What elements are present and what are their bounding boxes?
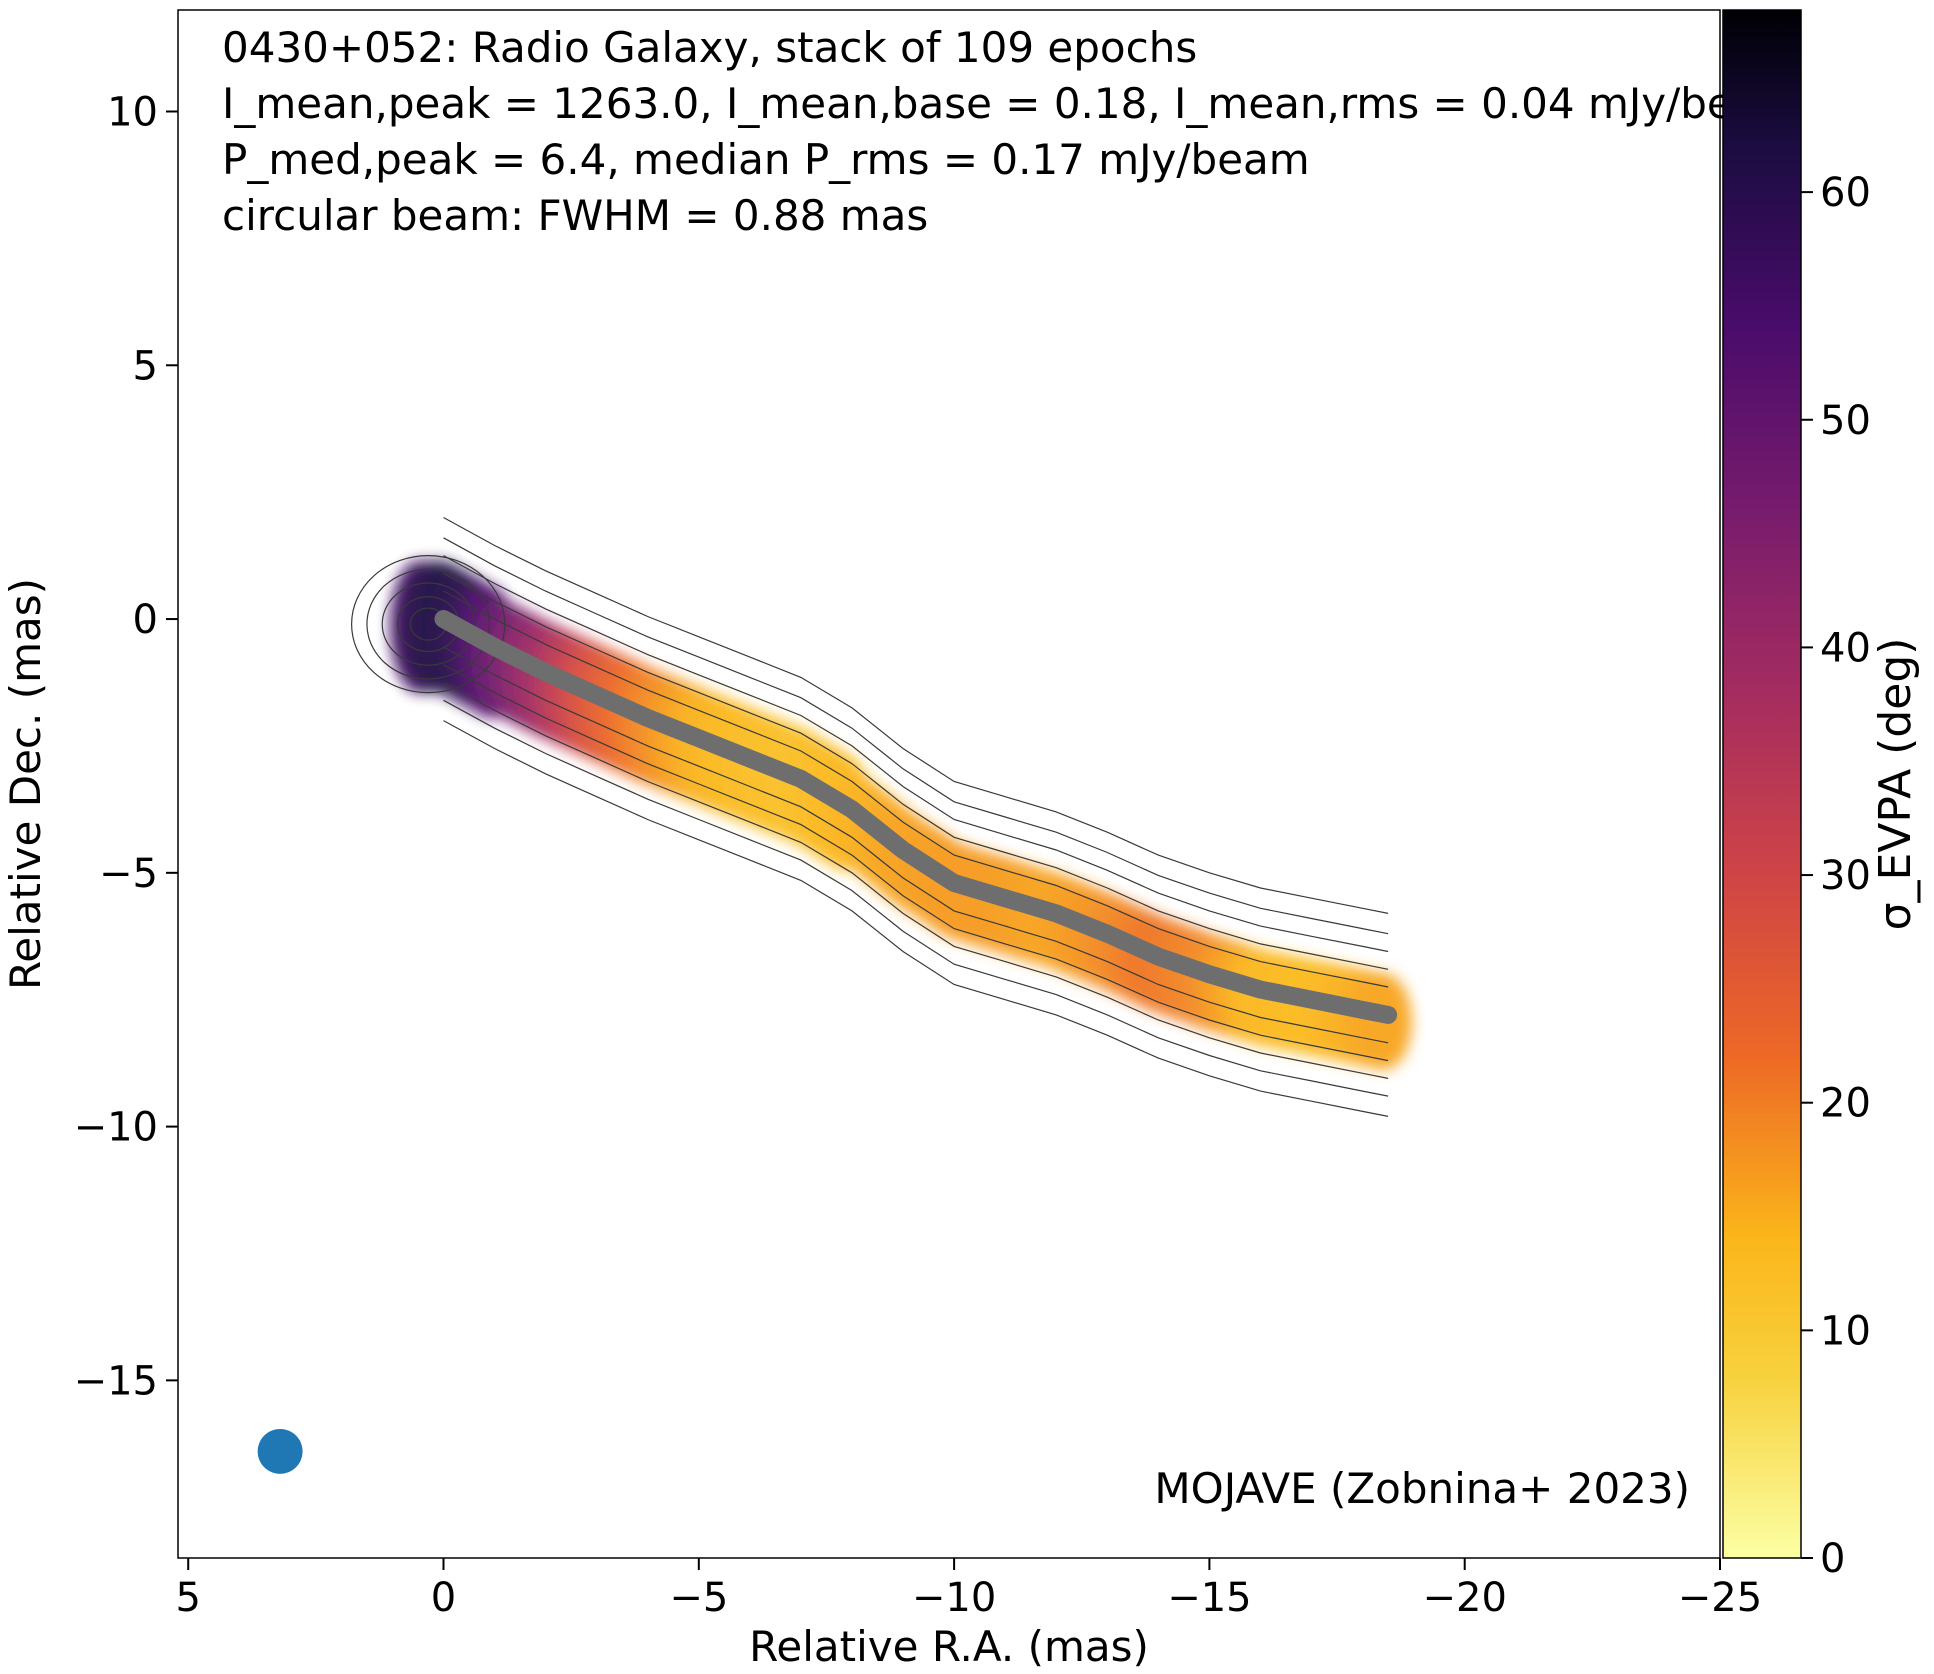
x-axis-label: Relative R.A. (mas) [749,1622,1149,1671]
x-tick-label: −5 [669,1575,728,1621]
header-line-2: I_mean,peak = 1263.0, I_mean,base = 0.18… [222,79,1799,128]
header-line-4: circular beam: FWHM = 0.88 mas [222,191,928,240]
ridge-line [434,610,1398,1024]
y-tick-label: 5 [133,343,158,389]
beam-layer [257,1428,303,1474]
intensity-contour [443,590,1389,988]
colorbar-tick-label: 0 [1820,1536,1845,1582]
x-tick-label: −15 [1167,1575,1251,1621]
colorbar-tick-label: 30 [1820,853,1871,899]
colorbar [1722,9,1802,1559]
colorbar-tick-label: 40 [1820,625,1871,671]
x-tick-label: −20 [1422,1575,1506,1621]
y-tick-label: −5 [99,851,158,897]
core-contour [351,555,506,694]
beam-marker [257,1428,303,1474]
y-tick-label: 10 [107,90,158,136]
intensity-contour [443,720,1389,1117]
header-text: 0430+052: Radio Galaxy, stack of 109 epo… [222,23,1799,240]
y-tick-label: 0 [133,597,158,643]
colorbar-label: σ_EVPA (deg) [1870,638,1921,931]
x-tick-label: 5 [175,1575,200,1621]
colorbar-tick-label: 50 [1820,398,1871,444]
intensity-contour [443,516,1389,914]
intensity-contours [351,516,1389,1117]
x-tick-label: −10 [912,1575,996,1621]
plot-frame [177,9,1721,1559]
x-tick-label: 0 [431,1575,456,1621]
plot-area [178,10,1720,1558]
credit-label: MOJAVE (Zobnina+ 2023) [1154,1464,1690,1513]
x-axis: 5 0 −5 −10 −15 −20 −25 [175,1558,1762,1621]
core-contour [381,582,475,666]
intensity-contour [443,681,1389,1079]
x-tick-label: −25 [1678,1575,1762,1621]
header-line-1: 0430+052: Radio Galaxy, stack of 109 epo… [222,23,1197,72]
intensity-contour [443,664,1389,1062]
header-line-3: P_med,peak = 6.4, median P_rms = 0.17 mJ… [222,135,1310,184]
y-axis: 10 5 0 −5 −10 −15 [74,90,178,1404]
core-contour [366,568,491,680]
colorbar-ticks: 0 10 20 30 40 50 60 [1801,170,1871,1582]
colorbar-tick-label: 10 [1820,1308,1871,1354]
y-tick-label: −10 [74,1105,158,1151]
colorbar-tick-label: 20 [1820,1081,1871,1127]
ridge-line-layer [434,610,1398,1024]
y-tick-label: −15 [74,1358,158,1404]
intensity-contour [443,537,1389,935]
intensity-contour [443,699,1389,1097]
intensity-contour [443,572,1389,970]
y-axis-label: Relative Dec. (mas) [1,578,50,990]
intensity-contour [443,555,1389,953]
colorbar-tick-label: 60 [1820,170,1871,216]
intensity-contour [443,646,1389,1044]
